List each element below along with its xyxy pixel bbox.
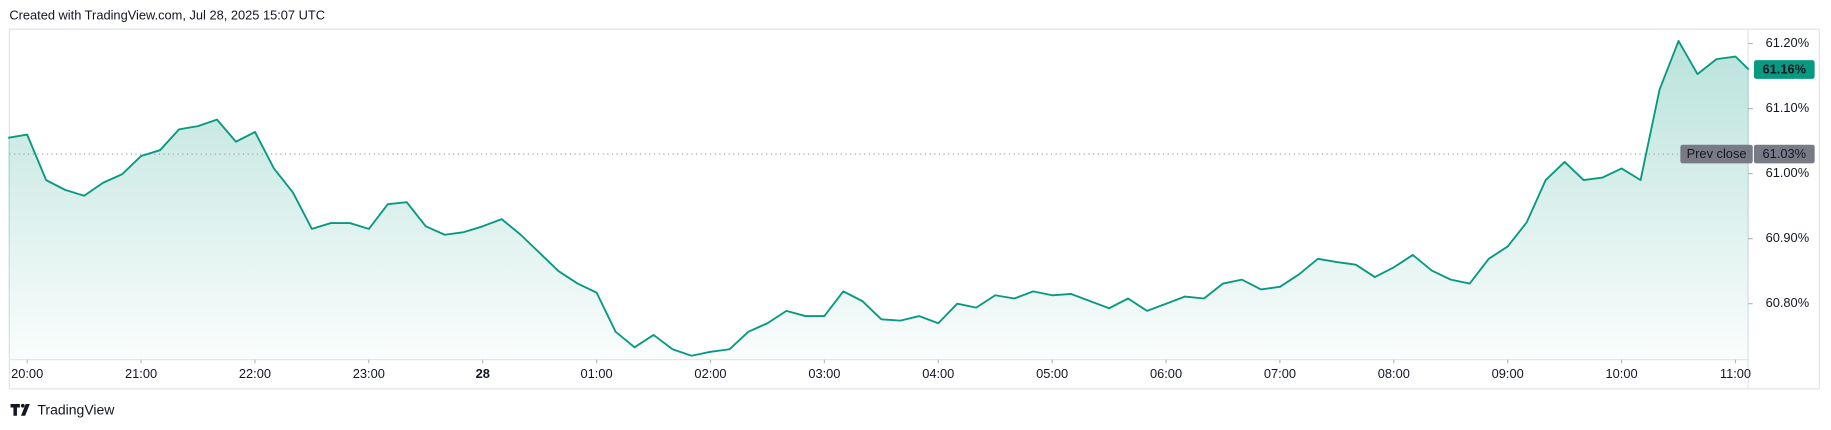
last-value-badge — [1753, 60, 1815, 79]
x-tick-label: 05:00 — [1036, 366, 1068, 381]
prev-close-name: Prev close — [1687, 146, 1747, 161]
x-tick-label: 03:00 — [808, 366, 840, 381]
x-tick-label: 09:00 — [1492, 366, 1524, 381]
x-tick-label: 06:00 — [1150, 366, 1182, 381]
y-tick-label: 60.90% — [1766, 230, 1810, 245]
x-tick-label: 28 — [476, 366, 490, 381]
footer-brand: TradingView — [37, 402, 115, 418]
y-tick-label: 61.20% — [1766, 35, 1810, 50]
area — [8, 40, 1749, 360]
x-tick-label: 08:00 — [1378, 366, 1410, 381]
x-tick-label: 10:00 — [1606, 366, 1638, 381]
last-value-label: 61.16% — [1763, 61, 1807, 76]
x-tick-label: 02:00 — [694, 366, 726, 381]
x-tick-label: 23:00 — [353, 366, 385, 381]
x-tick-label: 21:00 — [125, 366, 157, 381]
header-title: Created with TradingView.com, Jul 28, 20… — [9, 8, 325, 23]
prev-close-value-badge — [1753, 144, 1815, 164]
x-tick-label: 22:00 — [239, 366, 271, 381]
line — [8, 39, 1750, 357]
y-tick-label: 61.10% — [1766, 100, 1810, 115]
logo — [10, 403, 30, 416]
x-tick-label: 04:00 — [922, 366, 954, 381]
x-tick-label: 11:00 — [1720, 366, 1751, 381]
prev-close-label: 61.03% — [1763, 146, 1807, 161]
prev-close-badge — [1680, 144, 1753, 164]
x-tick-label: 07:00 — [1264, 366, 1296, 381]
y-tick-label: 61.00% — [1766, 165, 1810, 180]
x-tick-label: 01:00 — [581, 366, 613, 381]
x-tick-label: 20:00 — [11, 366, 43, 381]
y-tick-label: 60.80% — [1766, 295, 1810, 310]
